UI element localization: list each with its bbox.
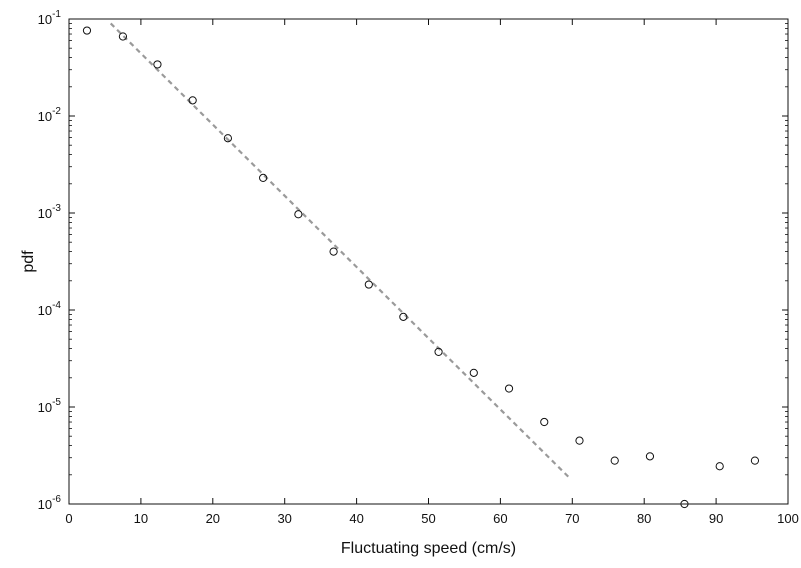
data-point: [259, 173, 268, 183]
data-point: [153, 60, 162, 69]
y-tick-label: 10-3: [38, 203, 62, 221]
data-point: [399, 312, 408, 321]
data-point: [118, 32, 128, 41]
data-points-layer: [82, 26, 760, 509]
data-point: [610, 456, 619, 465]
data-point: [715, 462, 724, 471]
y-axis-title: pdf: [20, 250, 37, 273]
x-axis-title: Fluctuating speed (cm/s): [341, 540, 516, 557]
y-tick-label: 10-1: [38, 9, 62, 27]
y-tick-labels: 10-6 10-5 10-4 10-3 10-2 10-1: [38, 9, 62, 512]
fit-line-layer: [109, 22, 572, 481]
x-tick-label: 20: [206, 511, 220, 526]
x-tick-label: 60: [493, 511, 507, 526]
data-point: [575, 436, 584, 445]
y-tick-label: 10-2: [38, 106, 62, 124]
data-point: [645, 452, 655, 461]
data-point: [223, 134, 232, 143]
data-point: [504, 384, 514, 393]
plot-frame: [68, 18, 789, 505]
x-tick-label: 0: [65, 511, 72, 526]
data-point: [294, 210, 303, 219]
data-point: [540, 417, 549, 427]
x-tick-label: 10: [134, 511, 148, 526]
data-point: [434, 347, 443, 356]
data-point: [329, 247, 338, 256]
data-point: [82, 26, 92, 35]
data-point: [364, 280, 373, 289]
x-tick-label: 70: [565, 511, 579, 526]
y-tick-label: 10-6: [38, 494, 62, 512]
y-tick-label: 10-5: [38, 397, 62, 415]
x-tick-label: 90: [709, 511, 723, 526]
x-tick-labels: 0 10 20 30 40 50 60 70 80 90 100: [65, 511, 798, 526]
fit-line: [109, 22, 572, 481]
x-tick-label: 30: [277, 511, 291, 526]
x-tick-label: 50: [421, 511, 435, 526]
x-tick-label: 80: [637, 511, 651, 526]
data-point: [188, 96, 197, 105]
x-tick-label: 100: [777, 511, 799, 526]
x-tick-label: 40: [349, 511, 363, 526]
y-tick-label: 10-4: [38, 300, 62, 318]
ticks-layer: [68, 18, 789, 505]
data-point: [469, 368, 478, 377]
data-point: [750, 456, 760, 465]
